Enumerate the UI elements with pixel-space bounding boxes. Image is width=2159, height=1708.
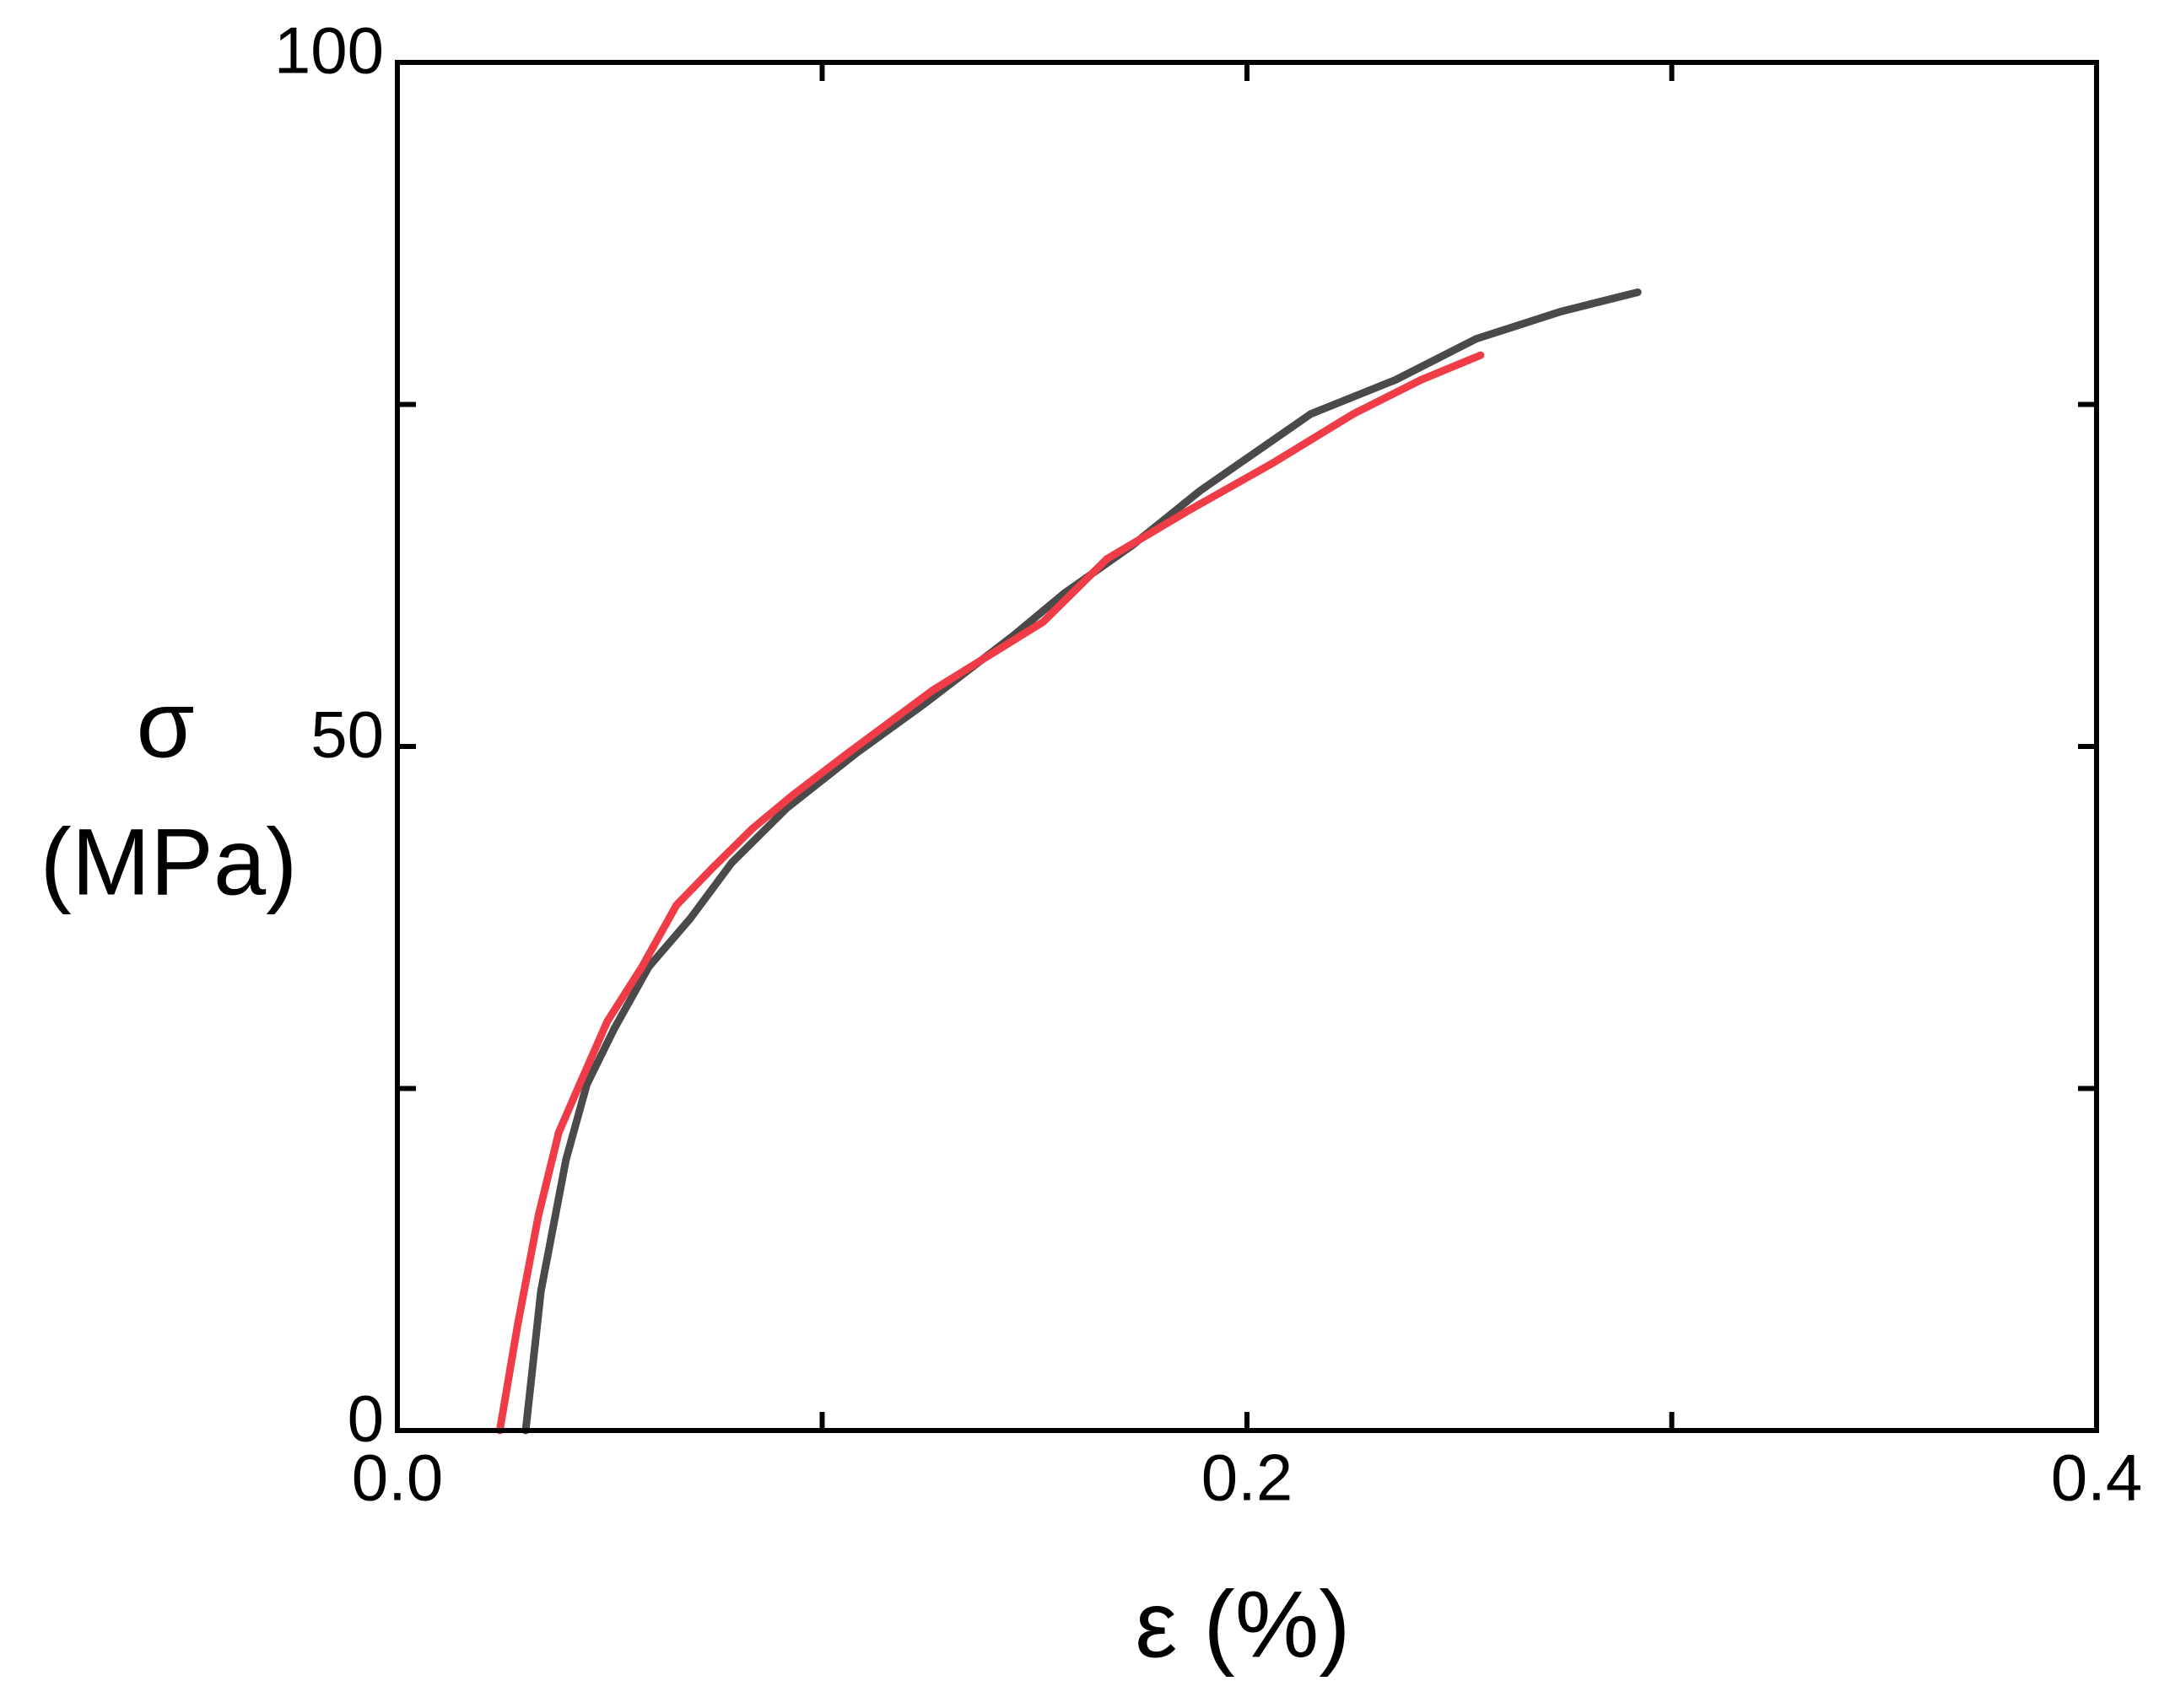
- y-axis-label: (MPa): [40, 810, 298, 915]
- x-tick-label: 0.0: [352, 1441, 443, 1515]
- x-axis-label: ε (%): [1135, 1572, 1350, 1678]
- x-tick-label: 0.4: [2051, 1441, 2142, 1515]
- y-axis-label: σ: [136, 672, 194, 778]
- data-line: [521, 288, 1642, 1435]
- y-tick-label: 0: [348, 1382, 384, 1456]
- plot-frame: [395, 60, 2099, 1433]
- data-line: [495, 351, 1485, 1435]
- x-tick-label: 0.2: [1201, 1441, 1293, 1515]
- y-tick-label: 50: [310, 698, 384, 772]
- y-tick-label: 100: [274, 13, 384, 88]
